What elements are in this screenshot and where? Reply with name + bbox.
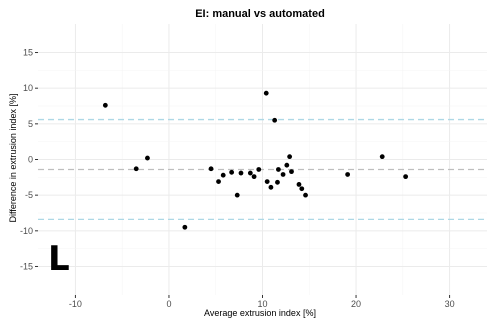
data-point [238, 170, 244, 176]
grid-lines [38, 24, 487, 295]
y-tick-label: -5 [25, 190, 33, 200]
data-point [208, 166, 214, 172]
data-point [287, 154, 293, 160]
data-point [284, 162, 290, 168]
data-point [268, 184, 274, 190]
data-point [229, 169, 235, 175]
data-point [303, 192, 308, 198]
data-point [345, 172, 351, 177]
data-point [276, 167, 281, 172]
data-point [263, 90, 269, 96]
y-tick-label: 0 [28, 155, 33, 165]
panel-label: L [48, 239, 70, 279]
data-point [216, 179, 221, 185]
x-tick-label: 10 [257, 299, 267, 309]
x-tick-label: 30 [445, 299, 455, 309]
x-axis-title: Average extrusion index [%] [204, 308, 316, 318]
data-points [102, 90, 409, 230]
data-point [220, 172, 226, 178]
x-tick-label: 20 [351, 299, 361, 309]
data-point [403, 174, 409, 180]
data-point [299, 186, 305, 192]
y-axis-ticks: -15 -10 -5 0 5 10 15 [20, 48, 38, 271]
data-point [289, 169, 294, 175]
data-point [145, 155, 150, 161]
data-point [275, 179, 280, 185]
y-tick-label: 5 [28, 119, 33, 129]
data-point [182, 224, 188, 230]
data-point [280, 172, 286, 177]
data-point [251, 174, 257, 180]
data-point [379, 154, 385, 160]
chart-title: EI: manual vs automated [195, 8, 325, 20]
data-point [272, 117, 278, 123]
y-axis-title: Difference in extrusion index [%] [8, 94, 18, 223]
x-tick-label: 0 [166, 299, 171, 309]
data-point [133, 166, 139, 172]
data-point [102, 102, 108, 108]
y-tick-label: 10 [23, 83, 33, 93]
x-tick-label: -10 [69, 299, 82, 309]
y-tick-label: -15 [20, 261, 33, 271]
y-tick-label: 15 [23, 48, 33, 58]
data-point [247, 170, 253, 176]
data-point [296, 182, 302, 187]
x-axis-ticks: -10 0 10 20 30 [69, 295, 455, 309]
data-point [256, 167, 262, 172]
data-point [264, 179, 270, 185]
y-tick-label: -10 [20, 226, 33, 236]
reference-lines [38, 118, 487, 221]
data-point [234, 192, 240, 198]
